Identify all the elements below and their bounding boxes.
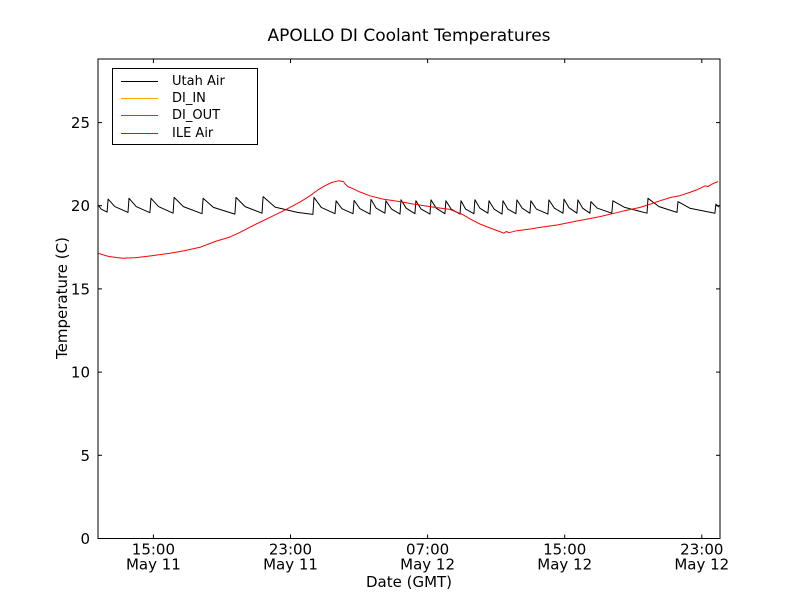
x-tick-label-date: May 11 <box>126 556 181 574</box>
x-tick-label-date: May 12 <box>537 556 592 574</box>
x-axis-label: Date (GMT) <box>365 573 453 591</box>
di-out-line-sample <box>121 115 158 117</box>
x-tick-label-time: 15:00 <box>132 541 175 559</box>
y-tick-label: 15 <box>71 280 90 298</box>
di-in-line-sample <box>121 98 158 100</box>
series-line-ile-air <box>98 180 719 259</box>
y-axis-label: Temperature (C) <box>53 237 71 359</box>
y-tick-label: 10 <box>71 364 90 382</box>
y-tick-label: 0 <box>80 530 90 548</box>
legend-item-di-in: DI_IN <box>113 90 257 107</box>
x-tick-label-date: May 12 <box>400 556 455 574</box>
legend-item-ile-air: ILE Air <box>113 125 257 142</box>
y-tick-label: 5 <box>80 447 90 465</box>
y-tick-label: 20 <box>71 197 90 215</box>
series-line-utah-air <box>98 196 720 215</box>
legend-label: DI_OUT <box>172 108 221 124</box>
x-tick-label-time: 15:00 <box>543 541 586 559</box>
x-tick-label-date: May 12 <box>674 556 729 574</box>
x-tick-label-time: 23:00 <box>680 541 723 559</box>
x-tick-label-time: 07:00 <box>406 541 449 559</box>
legend-label: ILE Air <box>172 125 214 141</box>
legend-item-utah-air: Utah Air <box>113 73 257 90</box>
ile-air-line-sample <box>121 132 158 134</box>
utah-air-line-sample <box>121 81 158 83</box>
x-tick-label-date: May 11 <box>263 556 318 574</box>
chart-title: APOLLO DI Coolant Temperatures <box>267 26 551 46</box>
legend-label: Utah Air <box>172 74 225 90</box>
series-group <box>98 180 720 259</box>
plot-frame <box>97 58 721 539</box>
x-tick-label-time: 23:00 <box>269 541 312 559</box>
y-tick-label: 25 <box>71 114 90 132</box>
legend-item-di-out: DI_OUT <box>113 107 257 124</box>
legend: Utah Air DI_IN DI_OUT ILE Air <box>112 68 258 145</box>
legend-label: DI_IN <box>172 91 206 107</box>
